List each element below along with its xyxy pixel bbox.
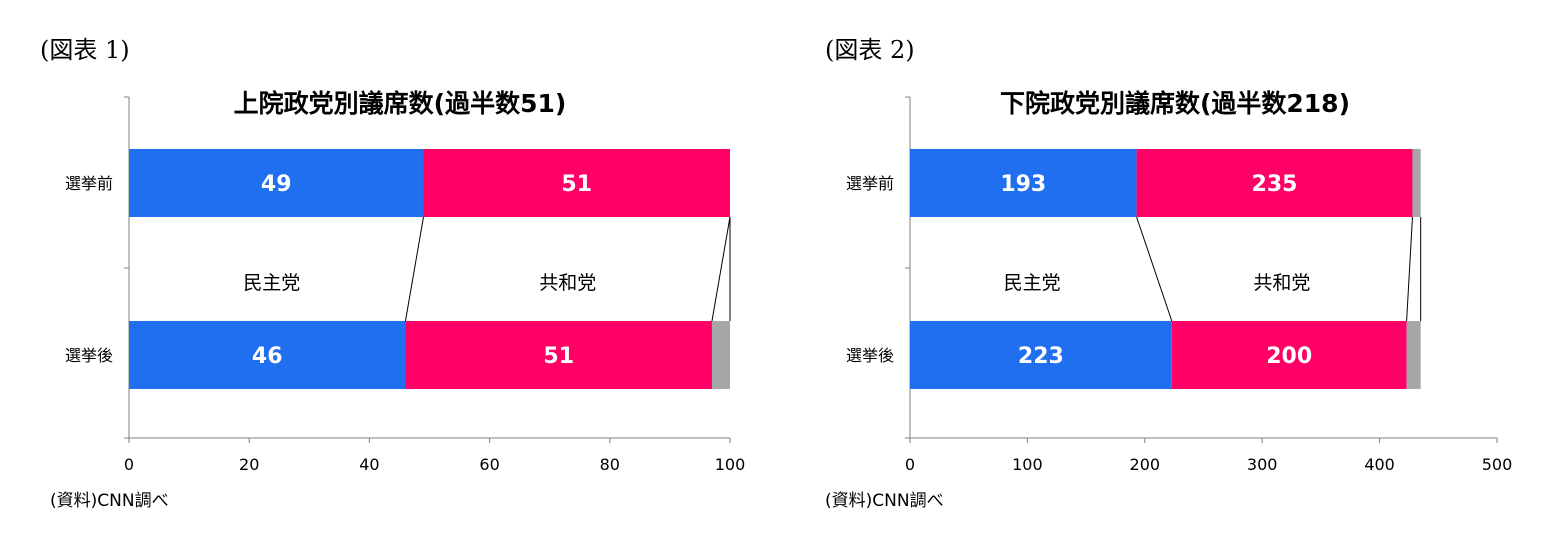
category-label: 選挙前 — [846, 174, 894, 193]
bar-segment — [129, 149, 424, 217]
data-label: 235 — [1252, 172, 1298, 197]
bar-segment — [1412, 149, 1421, 217]
bar-segment — [129, 321, 406, 389]
category-label: 選挙前 — [65, 174, 113, 193]
data-label: 51 — [561, 172, 592, 197]
category-label: 選挙後 — [846, 346, 894, 365]
series-label: 民主党 — [243, 272, 300, 294]
x-tick-label: 0 — [124, 455, 134, 474]
x-tick-label: 80 — [600, 455, 620, 474]
data-label: 223 — [1018, 344, 1064, 369]
data-label: 193 — [1000, 172, 1046, 197]
x-tick-label: 20 — [239, 455, 259, 474]
x-tick-label: 100 — [1012, 455, 1043, 474]
bar-segment — [423, 149, 730, 217]
chart-panel-house: (図表 2) 下院政党別議席数(過半数218) 0 100 200 300 400 500 選… — [775, 0, 1543, 545]
x-tick-label: 0 — [905, 455, 915, 474]
series-line — [711, 216, 731, 322]
data-label: 46 — [252, 344, 283, 369]
series-label: 共和党 — [539, 272, 596, 294]
category-label: 選挙後 — [65, 346, 113, 365]
data-label: 200 — [1266, 344, 1312, 369]
bar-segment — [405, 321, 712, 389]
chart-panel-senate: (図表 1) 上院政党別議席数(過半数51) 0 20 40 60 80 100 選挙前選挙後… — [0, 0, 770, 545]
x-tick-label: 40 — [359, 455, 379, 474]
figure-label: (図表 2) — [825, 36, 915, 64]
series-label: 民主党 — [1004, 272, 1061, 294]
x-tick-label: 400 — [1364, 455, 1395, 474]
source-note: (資料)CNN調べ — [825, 491, 944, 511]
series-line — [404, 216, 424, 322]
bar-segment — [1171, 321, 1407, 389]
chart-title: 下院政党別議席数(過半数218) — [1000, 89, 1350, 118]
x-tick-label: 60 — [479, 455, 499, 474]
bar-segment — [910, 321, 1172, 389]
data-label: 51 — [543, 344, 574, 369]
series-line — [1136, 216, 1173, 322]
bar-segment — [1136, 149, 1413, 217]
x-tick-label: 100 — [715, 455, 746, 474]
data-label: 49 — [261, 172, 292, 197]
x-tick-label: 500 — [1482, 455, 1513, 474]
chart-title: 上院政党別議席数(過半数51) — [234, 89, 567, 118]
series-line — [1406, 216, 1413, 322]
source-note: (資料)CNN調べ — [50, 491, 169, 511]
bar-segment — [711, 321, 730, 389]
figure-label: (図表 1) — [40, 36, 130, 64]
bar-segment — [1406, 321, 1421, 389]
x-tick-label: 200 — [1130, 455, 1161, 474]
series-label: 共和党 — [1253, 272, 1310, 294]
bar-segment — [910, 149, 1137, 217]
x-tick-label: 300 — [1247, 455, 1278, 474]
